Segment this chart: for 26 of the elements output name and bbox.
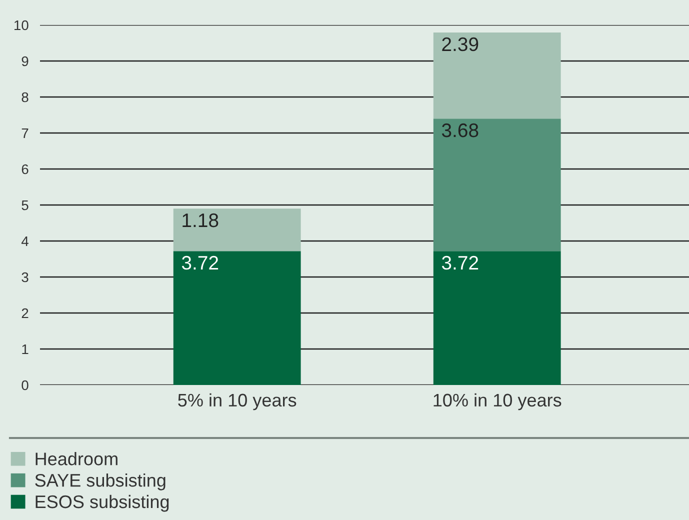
bar xyxy=(433,251,561,385)
y-tick-label: 0 xyxy=(22,380,28,390)
y-tick-label: 1 xyxy=(22,344,28,354)
y-tick-label: 5 xyxy=(22,200,28,210)
legend-label: SAYE subsisting xyxy=(35,473,166,490)
data-label: 2.39 xyxy=(442,37,478,52)
bar xyxy=(433,118,561,252)
data-label: 3.72 xyxy=(182,256,218,270)
y-tick-label: 6 xyxy=(22,164,28,174)
x-tick-label: 10% in 10 years xyxy=(434,393,562,410)
y-tick-label: 8 xyxy=(22,92,28,102)
y-tick-label: 10 xyxy=(14,20,28,30)
data-label: 3.72 xyxy=(442,256,478,270)
legend-label: ESOS subsisting xyxy=(36,494,169,512)
y-tick-label: 3 xyxy=(22,272,28,282)
legend-label: Headroom xyxy=(36,452,118,466)
y-tick-label: 9 xyxy=(22,56,28,66)
bar xyxy=(173,251,301,385)
y-tick-label: 4 xyxy=(21,236,28,246)
data-label: 3.68 xyxy=(442,123,478,138)
x-tick-label: 5% in 10 years xyxy=(178,393,296,410)
data-label: 1.18 xyxy=(182,213,218,228)
y-tick-label: 2 xyxy=(22,308,28,318)
bar xyxy=(173,208,301,252)
y-tick-label: 7 xyxy=(22,128,28,138)
bar xyxy=(433,32,561,119)
